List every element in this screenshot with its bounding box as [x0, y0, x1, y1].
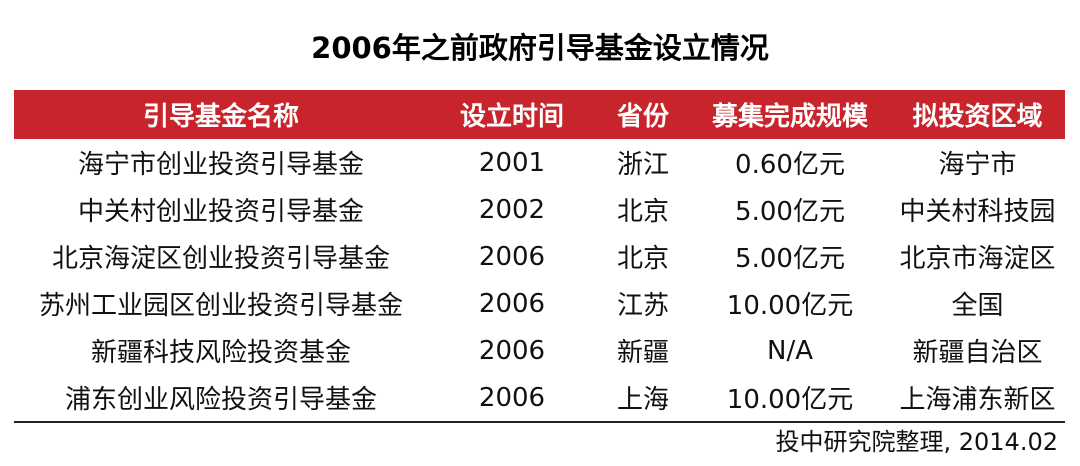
cell-established-time: 2006: [478, 382, 546, 413]
table-row: 中关村创业投资引导基金 2002 北京 5.00亿元 中关村科技园: [14, 186, 1065, 233]
cell-established-time: 2006: [478, 241, 546, 272]
header-fund-name: 引导基金名称: [142, 102, 299, 132]
header-raised-scale: 募集完成规模: [711, 102, 868, 132]
header-established-time: 设立时间: [459, 102, 564, 132]
table-header-row: 引导基金名称 设立时间 省份 募集完成规模 拟投资区域: [14, 90, 1065, 139]
cell-raised-scale: 5.00亿元: [735, 244, 845, 274]
cell-fund-name: 苏州工业园区创业投资引导基金: [38, 291, 403, 321]
cell-investment-region: 北京市海淀区: [899, 244, 1056, 274]
cell-established-time: 2006: [478, 288, 546, 319]
cell-raised-scale: 5.00亿元: [735, 197, 845, 227]
header-investment-region: 拟投资区域: [912, 102, 1043, 132]
table-row: 新疆科技风险投资基金 2006 新疆 N/A 新疆自治区: [14, 327, 1065, 374]
table-bottom-rule: [14, 421, 1065, 423]
table-row: 北京海淀区创业投资引导基金 2006 北京 5.00亿元 北京市海淀区: [14, 233, 1065, 280]
cell-investment-region: 海宁市: [938, 150, 1017, 180]
cell-fund-name: 新疆科技风险投资基金: [90, 338, 351, 368]
table-title: 2006年之前政府引导基金设立情况: [311, 31, 769, 65]
cell-fund-name: 中关村创业投资引导基金: [77, 197, 364, 227]
cell-fund-name: 北京海淀区创业投资引导基金: [51, 244, 390, 274]
cell-investment-region: 上海浦东新区: [899, 385, 1056, 415]
header-province: 省份: [616, 102, 669, 132]
fund-table: 引导基金名称 设立时间 省份 募集完成规模 拟投资区域 海宁市创业投资引导基金 …: [14, 90, 1065, 421]
cell-investment-region: 新疆自治区: [912, 338, 1043, 368]
cell-established-time: 2006: [478, 335, 546, 366]
cell-raised-scale: 10.00亿元: [726, 291, 854, 321]
cell-province: 浙江: [616, 150, 669, 180]
cell-fund-name: 浦东创业风险投资引导基金: [64, 385, 377, 415]
cell-province: 上海: [616, 385, 669, 415]
cell-fund-name: 海宁市创业投资引导基金: [77, 150, 364, 180]
cell-raised-scale: N/A: [767, 335, 813, 366]
source-note: 投中研究院整理, 2014.02: [775, 428, 1058, 456]
table-row: 海宁市创业投资引导基金 2001 浙江 0.60亿元 海宁市: [14, 139, 1065, 186]
cell-province: 北京: [616, 244, 669, 274]
cell-investment-region: 全国: [951, 291, 1004, 321]
cell-province: 新疆: [616, 338, 669, 368]
cell-established-time: 2001: [478, 147, 546, 178]
cell-province: 江苏: [616, 291, 669, 321]
table-row: 苏州工业园区创业投资引导基金 2006 江苏 10.00亿元 全国: [14, 280, 1065, 327]
cell-province: 北京: [616, 197, 669, 227]
cell-raised-scale: 10.00亿元: [726, 385, 854, 415]
cell-established-time: 2002: [478, 194, 546, 225]
cell-investment-region: 中关村科技园: [899, 197, 1056, 227]
table-row: 浦东创业风险投资引导基金 2006 上海 10.00亿元 上海浦东新区: [14, 374, 1065, 421]
cell-raised-scale: 0.60亿元: [735, 150, 845, 180]
